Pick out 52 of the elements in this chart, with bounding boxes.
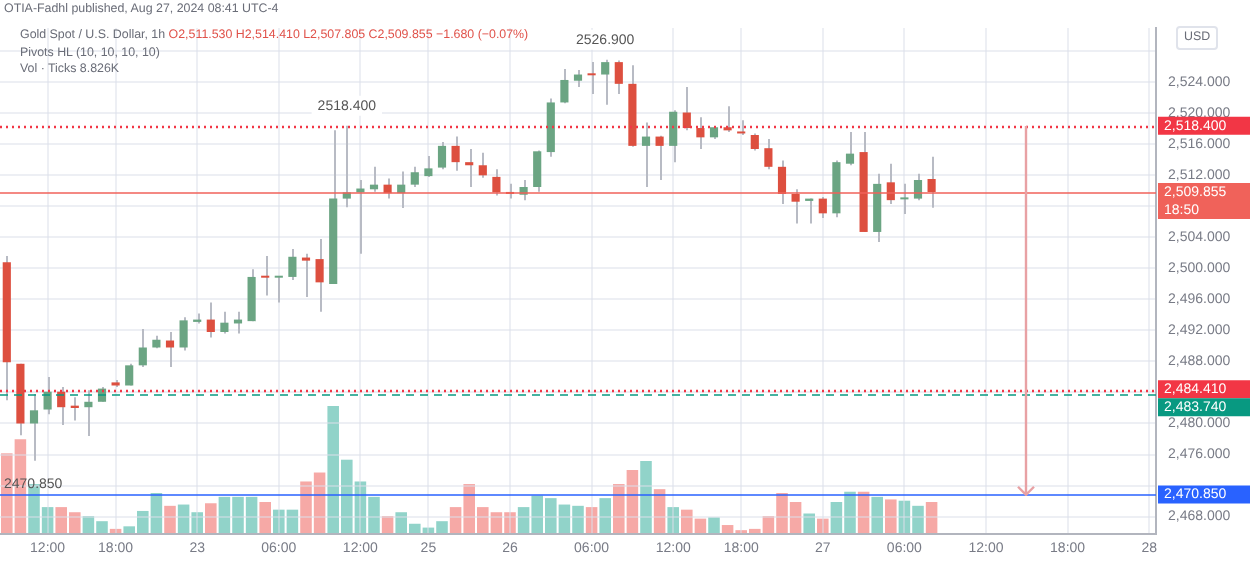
bar — [164, 505, 176, 534]
candlestick — [655, 134, 664, 181]
bar — [925, 501, 938, 534]
bar — [871, 496, 883, 534]
bar — [585, 507, 598, 534]
candlestick — [138, 327, 147, 368]
candlestick — [614, 59, 623, 95]
candlestick — [900, 182, 909, 216]
candlestick — [261, 254, 270, 297]
candlestick — [587, 61, 596, 95]
bar — [803, 513, 815, 534]
candlestick — [601, 58, 610, 106]
bar — [667, 507, 679, 534]
candlestick — [492, 168, 501, 197]
candlestick — [791, 188, 800, 225]
candlestick — [179, 316, 188, 352]
candlestick — [451, 135, 460, 172]
bar — [381, 516, 394, 534]
bar — [259, 501, 271, 534]
candlestick — [927, 155, 936, 209]
candlestick — [696, 116, 705, 150]
candlestick — [437, 141, 447, 171]
candlestick — [220, 310, 229, 335]
candlestick — [410, 165, 419, 188]
bar — [599, 498, 611, 534]
candlestick — [29, 393, 39, 462]
candlestick — [682, 85, 691, 132]
candlestick — [777, 159, 787, 206]
candlestick — [818, 196, 827, 219]
candlestick — [43, 375, 52, 416]
candlestick — [84, 389, 93, 437]
candlestick — [247, 268, 256, 323]
candlestick — [845, 130, 855, 167]
candlestick — [560, 68, 569, 105]
candlestick — [737, 119, 746, 137]
bar — [205, 503, 217, 534]
bar — [885, 499, 897, 534]
candlestick — [764, 137, 773, 171]
candlestick — [424, 154, 433, 178]
candlestick — [669, 109, 678, 164]
candlestick — [274, 275, 283, 304]
candlestick — [641, 121, 651, 188]
bar — [817, 518, 829, 534]
bar — [640, 460, 652, 534]
candlestick — [288, 248, 297, 282]
candlestick — [301, 252, 311, 299]
candlestick — [315, 237, 324, 313]
bar — [708, 517, 720, 534]
candlestick — [465, 147, 474, 188]
candlestick — [478, 151, 487, 179]
candlestick — [533, 149, 542, 193]
candlestick — [206, 301, 215, 339]
